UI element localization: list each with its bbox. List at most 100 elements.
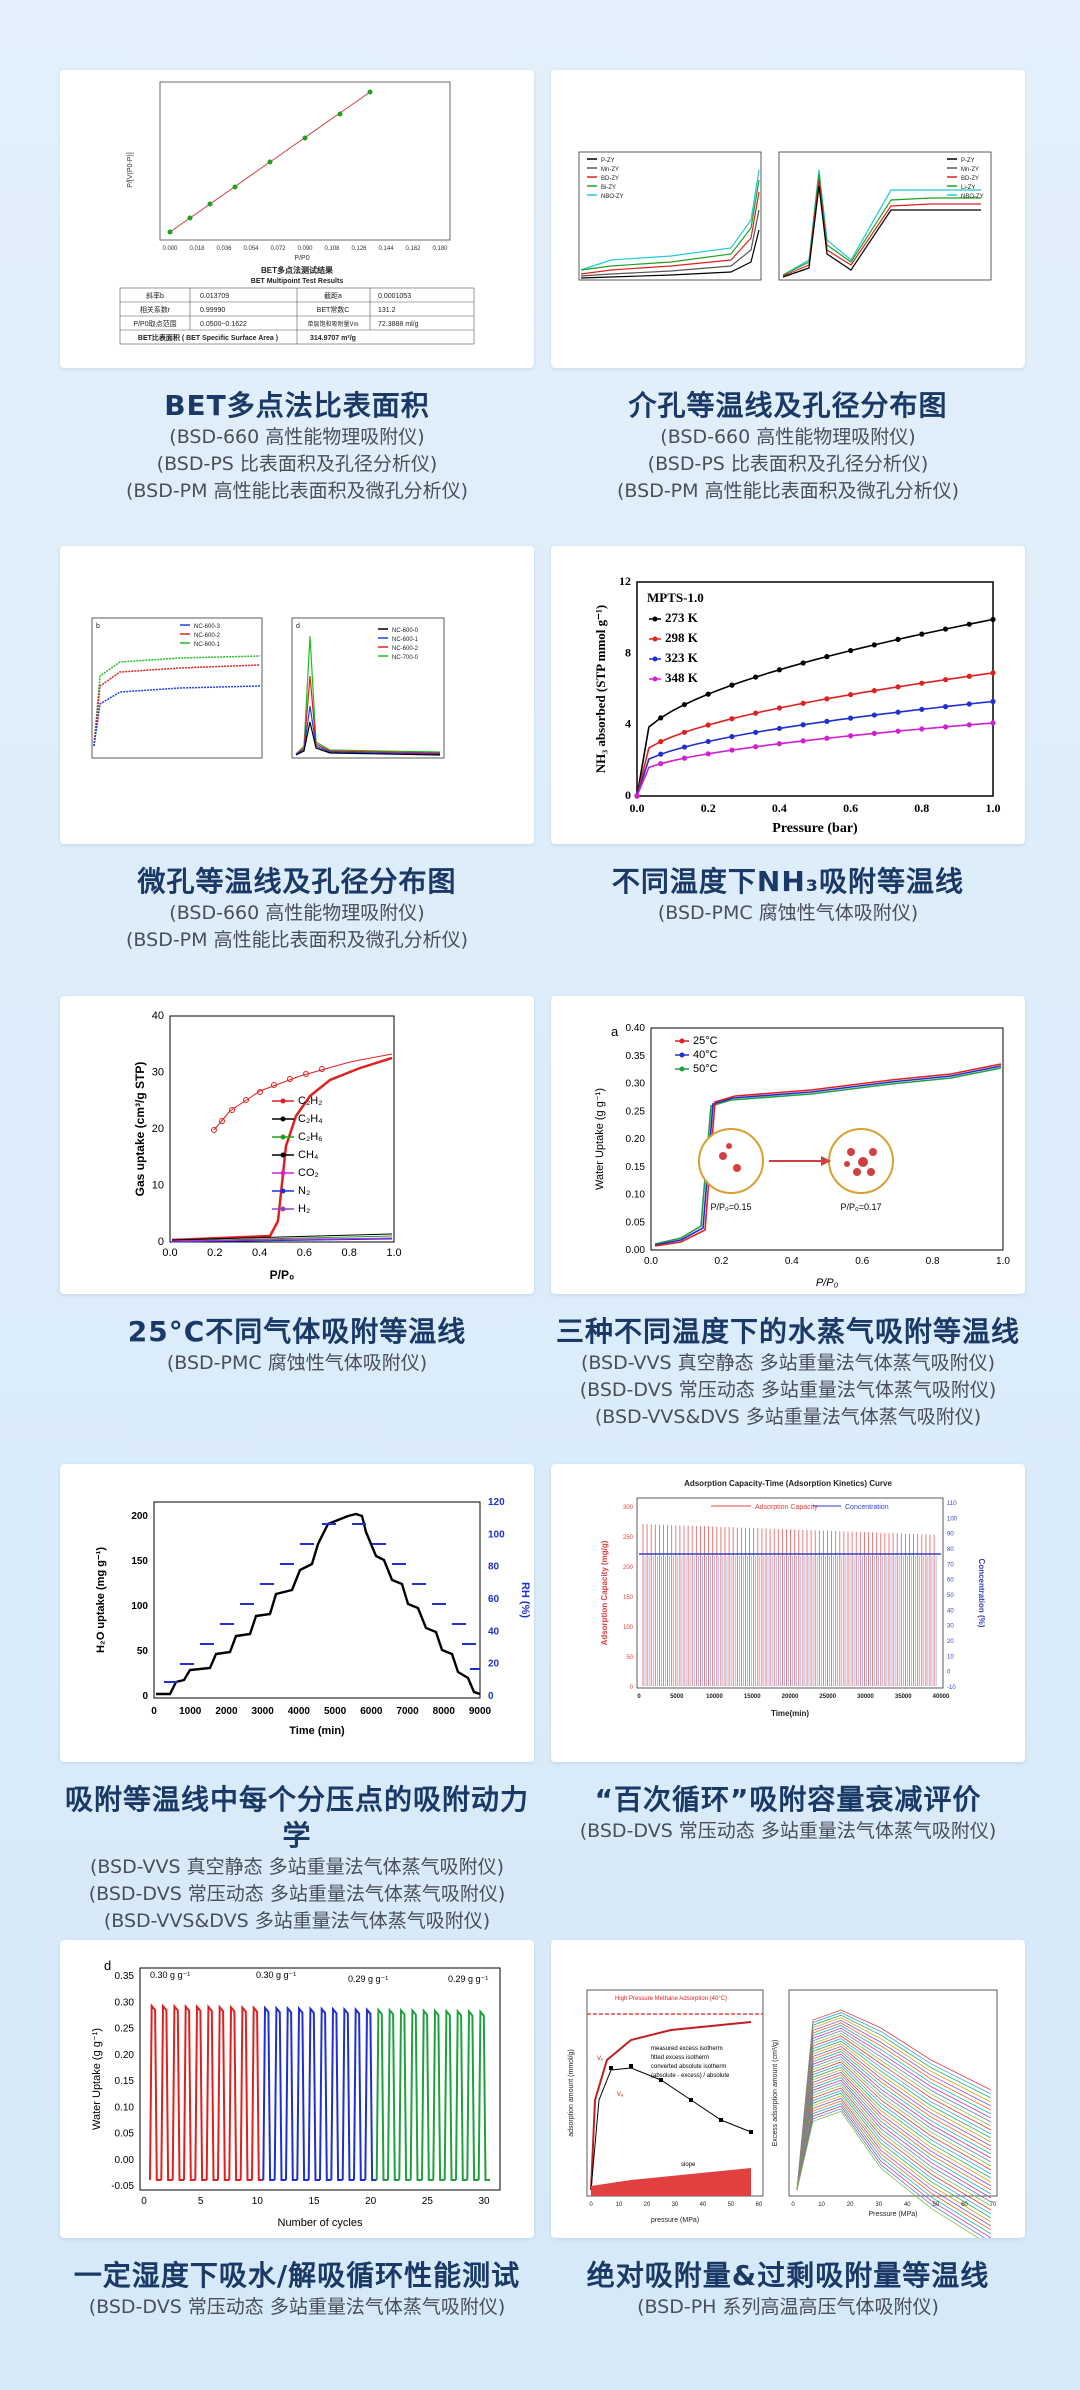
data-point (729, 747, 735, 753)
series-line (636, 722, 994, 797)
y-axis-label: NH₃ absorbed (STP mmol g⁻¹) (593, 605, 608, 774)
legend-label: C₂H₆ (298, 1131, 323, 1143)
y-tick-label: 0 (158, 1236, 164, 1248)
table-result-label: BET比表面积 ( BET Specific Surface Area ) (138, 333, 278, 342)
y-tick-label: 0.15 (626, 1162, 646, 1173)
legend-label: NC-600-3 (194, 624, 221, 630)
y-tick-label: 0 (142, 1691, 148, 1702)
y-tick-label: -0.05 (111, 2181, 134, 2192)
figure-nh3: 273 K 298 K 323 K 348 K MPTS-1.0 0.0 0.2 0.4 0… (551, 546, 1025, 844)
card-line: (BSD-PMC 腐蚀性气体吸附仪) (166, 1352, 428, 1374)
data-point (753, 674, 759, 680)
x-tick-label: 15000 (744, 1694, 761, 1700)
x-tick-label: 0.6 (843, 801, 858, 815)
x-tick-label: 5000 (670, 1694, 684, 1700)
figure-micropore: b NC-600-3 NC-600-2 NC-600-1 d NC-600-0 NC-… (60, 546, 534, 844)
y-tick-label: 80 (947, 1547, 954, 1553)
x-tick-label: 50 (933, 2202, 940, 2208)
x-tick-label: 0 (141, 2196, 147, 2207)
data-point (824, 654, 830, 660)
figure-bet: 0.000 0.018 0.036 0.054 0.072 0.090 0.108 0.126… (60, 70, 534, 368)
card-highpressure: High Pressure Methane Adsorption (40°C) … (551, 1940, 1025, 2321)
x-tick-label: 0.0 (162, 1247, 177, 1259)
table-title: BET多点法测试结果 (261, 265, 333, 275)
data-point (634, 793, 640, 799)
x-axis-label: Number of cycles (278, 2217, 363, 2229)
legend-label: Adsorption Capacity (755, 1504, 818, 1511)
x-tick-label: 0 (151, 1706, 157, 1717)
cycle-wave (160, 2003, 173, 2181)
data-point (776, 667, 782, 673)
y-axis-label: adsorption amount (mmol/g) (568, 2049, 575, 2137)
cycle-wave (409, 2007, 422, 2181)
y-tick-label: 0.20 (626, 1134, 646, 1145)
cycle-wave (455, 2008, 468, 2181)
figure-water: a 25°C 40°C 50°C P/P₀=0.15 P/P₀=0.17 0.0 0.… (551, 996, 1025, 1294)
card-line: (BSD-PM 高性能比表面积及微孔分析仪) (126, 480, 468, 502)
x-tick-label: 1.0 (386, 1247, 401, 1259)
y-tick-label: 60 (488, 1594, 500, 1605)
cycle-wave (251, 2005, 264, 2181)
y-tick-label: 0.25 (115, 2024, 135, 2035)
chart-title: High Pressure Methane Adsorption (40°C) (615, 1996, 727, 2002)
x-tick-label: 0.6 (297, 1247, 312, 1259)
data-point (942, 724, 949, 730)
y-tick-label: 20 (488, 1659, 500, 1670)
data-point (942, 626, 949, 632)
cycle-wave (285, 2005, 298, 2181)
legend-label: 323 K (665, 650, 699, 665)
cycle-wave (330, 2006, 343, 2181)
data-point (705, 751, 711, 757)
data-point (729, 716, 735, 722)
x-tick-label: 0.126 (351, 246, 367, 252)
x-tick-label: 40 (700, 2202, 707, 2208)
legend-label: P-ZY (601, 158, 615, 164)
y-tick-label: 0.05 (626, 1217, 646, 1228)
data-point (848, 715, 854, 721)
x-axis-label: Pressure (bar) (772, 821, 858, 836)
card-mesopore: P-ZY Mn-ZY BD-ZY Bi-ZY NBO-ZY P-ZY Mn-ZY BD-ZY… (551, 70, 1025, 505)
card-line: (BSD-PS 比表面积及孔径分析仪) (647, 453, 929, 475)
cycle-wave (319, 2006, 332, 2181)
x-tick-label: 0.8 (914, 801, 929, 815)
x-tick-label: 3000 (252, 1706, 275, 1717)
data-point (681, 755, 688, 761)
marker-label: Vₒ (597, 2056, 604, 2062)
card-micropore: b NC-600-3 NC-600-2 NC-600-1 d NC-600-0 NC-… (60, 546, 534, 954)
x-tick-label: 40 (904, 2202, 911, 2208)
card-nh3: 273 K 298 K 323 K 348 K MPTS-1.0 0.0 0.2 0.4 0… (551, 546, 1025, 927)
x-tick-label: 50 (728, 2202, 735, 2208)
y-tick-label: 80 (488, 1562, 500, 1573)
series-line (636, 672, 994, 797)
x-tick-label: 0.4 (252, 1247, 267, 1259)
data-point (800, 700, 806, 706)
legend-marker (679, 1038, 685, 1044)
card-line: (BSD-660 高性能物理吸附仪) (660, 426, 916, 448)
figure-humidity: d 0.30 g g⁻¹ 0.30 g g⁻¹ 0.29 g g⁻¹ 0.29 … (60, 1940, 534, 2238)
data-point (990, 698, 996, 705)
data-point (848, 692, 854, 698)
figure-highpressure: High Pressure Methane Adsorption (40°C) … (551, 1940, 1025, 2238)
card-line: (BSD-PS 比表面积及孔径分析仪) (156, 453, 438, 475)
y-tick-label: 50 (137, 1646, 149, 1657)
isotherm-line (796, 2097, 992, 2227)
figure-mesopore: P-ZY Mn-ZY BD-ZY Bi-ZY NBO-ZY P-ZY Mn-ZY BD-ZY… (551, 70, 1025, 368)
x-tick-label: 0.108 (324, 246, 340, 252)
y-axis-label: Adsorption Capacity (mg/g) (600, 1540, 609, 1645)
x-tick-label: 25 (422, 2196, 434, 2207)
data-point (895, 684, 901, 690)
isotherm-line (796, 2100, 992, 2231)
x-tick-label: 20 (365, 2196, 377, 2207)
y-tick-label: 200 (131, 1511, 148, 1522)
card-bet: 0.000 0.018 0.036 0.054 0.072 0.090 0.108 0.126… (60, 70, 534, 505)
data-point (800, 660, 806, 666)
y-tick-label: 40 (947, 1608, 954, 1614)
card-line: (BSD-VVS 真空静态 多站重量法气体蒸气吸附仪) (580, 1352, 996, 1374)
legend-label: BD-ZY (601, 176, 619, 182)
x-axis-label: P/P0 (294, 255, 309, 262)
x-tick-label: 0 (589, 2202, 593, 2208)
x-tick-label: 0.4 (785, 1256, 799, 1267)
cycle-wave (375, 2007, 388, 2181)
y-tick-label: 300 (623, 1505, 634, 1511)
y-tick-label: 200 (623, 1565, 634, 1571)
